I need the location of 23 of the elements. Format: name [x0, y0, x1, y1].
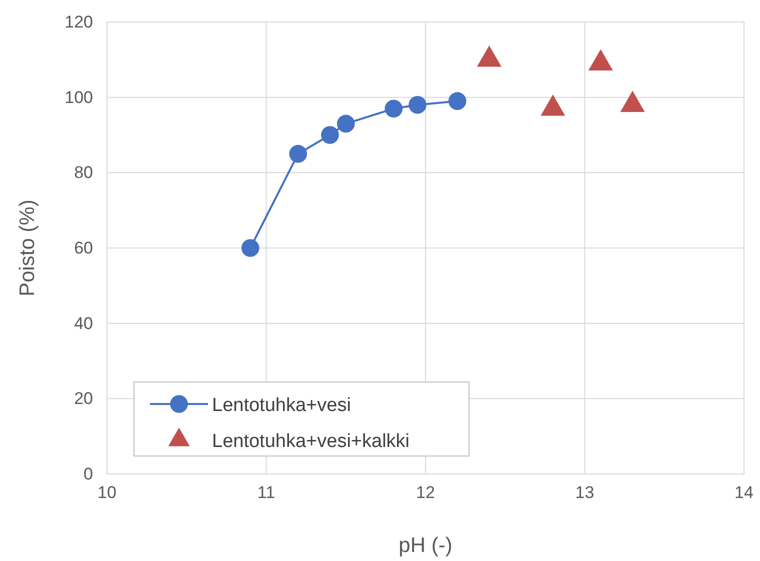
point: [289, 144, 308, 163]
legend-label: Lentotuhka+vesi: [212, 395, 351, 416]
x-tick-label: 12: [416, 483, 435, 502]
y-tick-label: 80: [74, 163, 93, 182]
y-tick-label: 120: [64, 12, 93, 32]
x-tick-label: 10: [98, 483, 116, 502]
y-tick-label: 40: [74, 314, 93, 333]
x-tick-label: 13: [575, 483, 594, 502]
y-tick-label: 100: [64, 88, 93, 107]
x-axis-title: pH (-): [398, 534, 452, 557]
y-axis-title: Poisto (%): [16, 200, 39, 296]
point: [384, 100, 403, 118]
point: [336, 114, 355, 133]
y-tick-label: 20: [74, 389, 93, 408]
x-tick-label: 14: [734, 483, 754, 502]
point: [408, 96, 426, 114]
point: [448, 92, 466, 110]
x-tick-label: 11: [257, 483, 276, 502]
y-tick-label: 60: [74, 238, 93, 258]
y-tick-label: 0: [84, 464, 93, 484]
point: [241, 239, 260, 257]
legend-label: Lentotuhka+vesi+kalkki: [212, 431, 410, 452]
point: [321, 126, 339, 144]
